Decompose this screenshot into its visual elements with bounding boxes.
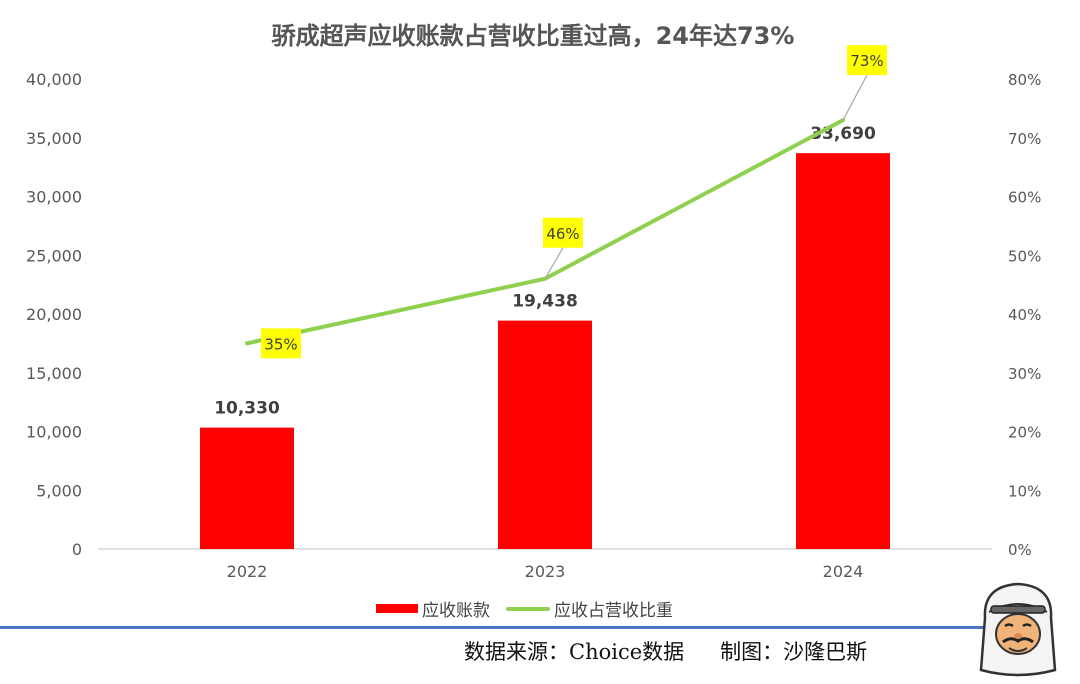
footer-divider [0, 626, 1000, 629]
y-right-tick-label: 30% [1008, 365, 1041, 383]
bar-2022 [200, 427, 294, 549]
line-data-label: 46% [546, 225, 579, 243]
y-right-tick-label: 0% [1008, 541, 1032, 559]
y-left-tick-label: 0 [72, 540, 82, 559]
footer: 数据来源：Choice数据 制图：沙隆巴斯 [464, 636, 867, 666]
y-left-tick-label: 15,000 [26, 364, 82, 383]
y-right-tick-label: 70% [1008, 130, 1041, 148]
legend-bar-label: 应收账款 [422, 601, 490, 621]
y-left-tick-label: 35,000 [26, 129, 82, 148]
line-label-leader [544, 247, 564, 280]
line-label-box [261, 328, 301, 359]
line-label-box [543, 217, 583, 248]
bar-data-label: 19,438 [512, 292, 578, 312]
y-right-tick-label: 10% [1008, 482, 1041, 500]
y-left-tick-label: 10,000 [26, 423, 82, 442]
line-label-box [847, 45, 887, 76]
legend-line-label: 应收占营收比重 [554, 601, 673, 621]
x-tick-label: 2022 [227, 562, 268, 581]
x-tick-label: 2024 [823, 562, 864, 581]
y-right-tick-label: 40% [1008, 306, 1041, 324]
y-left-tick-label: 5,000 [36, 481, 82, 500]
line-label-leader [842, 74, 868, 121]
chart-title: 骄成超声应收账款占营收比重过高，24年达73% [271, 22, 795, 50]
line-data-label: 35% [264, 335, 297, 353]
y-left-tick-label: 20,000 [26, 305, 82, 324]
y-right-tick-label: 80% [1008, 71, 1041, 89]
bar-2023 [498, 320, 592, 549]
footer-author: 制图：沙隆巴斯 [720, 640, 868, 664]
legend-bar-swatch [376, 604, 418, 613]
footer-source: 数据来源：Choice数据 [464, 640, 685, 664]
bar-2024 [796, 153, 890, 549]
y-right-tick-label: 50% [1008, 247, 1041, 265]
bar-data-label: 10,330 [214, 399, 280, 419]
line-data-label: 73% [850, 52, 883, 70]
legend-line-swatch [506, 606, 550, 611]
y-left-tick-label: 25,000 [26, 246, 82, 265]
y-right-tick-label: 60% [1008, 189, 1041, 207]
y-left-tick-label: 30,000 [26, 188, 82, 207]
y-left-tick-label: 40,000 [26, 70, 82, 89]
chart-legend: 应收账款 应收占营收比重 [376, 596, 673, 621]
y-right-tick-label: 20% [1008, 424, 1041, 442]
mascot-icon [979, 582, 1057, 677]
x-tick-label: 2023 [525, 562, 566, 581]
